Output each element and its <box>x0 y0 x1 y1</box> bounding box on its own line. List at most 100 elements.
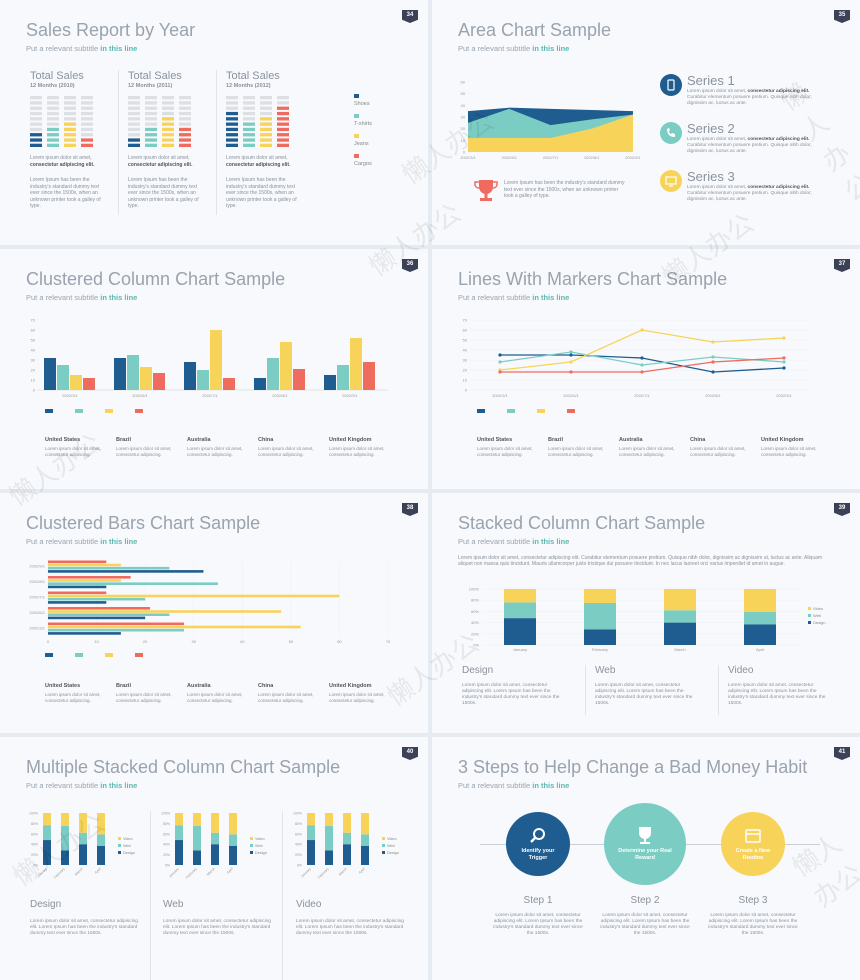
step-text: Lorem ipsum dolor sit amet, consectetur … <box>600 913 690 936</box>
y-tick-label: 60 <box>31 328 36 333</box>
empty-bar-segment <box>226 101 238 105</box>
column-jeans <box>280 342 292 390</box>
legend-label: Web <box>387 844 395 848</box>
stack-design <box>211 844 219 865</box>
subtitle-link[interactable]: in this line <box>100 537 138 546</box>
y-tick-label: 10 <box>463 378 468 383</box>
filled-bar-segment <box>47 133 59 137</box>
stack-design <box>307 840 315 865</box>
filled-bar-segment <box>226 122 238 126</box>
slide-title: Multiple Stacked Column Chart Sample <box>26 757 341 777</box>
filled-bar-segment <box>226 111 238 116</box>
lorem-bold: consectetur adipiscing elit. <box>30 161 95 168</box>
total-sales-heading: Total Sales <box>226 70 280 82</box>
empty-bar-segment <box>81 111 93 116</box>
empty-bar-segment <box>243 96 255 100</box>
stack-video <box>211 813 219 833</box>
step-label: Step 3 <box>738 895 768 906</box>
filled-bar-segment <box>81 143 93 147</box>
subtitle-prefix: Put a relevant subtitle <box>458 781 531 790</box>
line-marker <box>569 360 573 364</box>
empty-bar-segment <box>47 111 59 116</box>
y-tick-label: 80% <box>295 822 302 826</box>
legend-label: Shoes <box>354 101 370 107</box>
category-divider <box>718 665 719 715</box>
column-t-shirts <box>197 370 209 390</box>
stack-web <box>361 834 369 846</box>
stack-design <box>97 845 105 865</box>
line-marker <box>640 328 644 332</box>
series-label: Series 1 <box>687 73 735 88</box>
empty-bar-segment <box>30 111 42 116</box>
industry-text: Lorem Ipsum has been the industry's stan… <box>30 177 101 209</box>
empty-bar-segment <box>128 127 140 132</box>
empty-bar-segment <box>81 117 93 121</box>
legend-item <box>135 409 143 415</box>
legend-item <box>75 409 83 415</box>
stack-web <box>175 825 183 841</box>
empty-bar-segment <box>226 106 238 110</box>
slide-36: 36 Clustered Column Chart Sample Put a rel… <box>0 249 428 489</box>
subtitle-link[interactable]: in this line <box>100 293 138 302</box>
stack-design <box>361 845 369 865</box>
stack-web <box>211 832 219 845</box>
filled-bar-segment <box>277 143 289 147</box>
region-text: Lorem ipsum dolor sit amet, consectetur … <box>477 446 533 457</box>
x-tick-label: 2002/3/1 <box>492 393 508 398</box>
legend-label: Video <box>123 837 133 841</box>
search-icon <box>530 828 545 843</box>
slide-37: 37 Lines With Markers Chart Sample Put a r… <box>432 249 860 489</box>
handset-shape <box>667 128 675 137</box>
x-tick-label: February <box>592 647 608 652</box>
slide-number-badge: 36 <box>402 259 418 272</box>
legend-swatch <box>45 409 53 413</box>
x-tick-label: February <box>317 867 330 880</box>
y-tick-label: 2002/3/1 <box>29 626 45 631</box>
column-cargos <box>83 378 95 390</box>
filled-bar-segment <box>260 127 272 132</box>
line-marker <box>569 353 573 357</box>
subtitle-link[interactable]: in this line <box>100 44 138 53</box>
y-tick-label: 70 <box>31 318 36 323</box>
lorem-short: Lorem ipsum dolor sit amet, <box>687 89 747 94</box>
subtitle-link[interactable]: in this line <box>532 781 570 790</box>
filled-bar-segment <box>64 122 76 126</box>
y-tick-label: 0 <box>463 150 466 155</box>
legend-label: Jeans <box>354 141 369 147</box>
bar-jeans <box>48 610 282 613</box>
stack-video <box>175 813 183 826</box>
line-marker <box>782 360 786 364</box>
empty-bar-segment <box>64 101 76 105</box>
region-name: United Kingdom <box>329 437 372 443</box>
column-t-shirts <box>267 358 279 390</box>
slide-41: 41 3 Steps to Help Change a Bad Money Hab… <box>432 737 860 980</box>
y-tick-label: 40 <box>31 348 36 353</box>
category-text: Lorem ipsum dolor sit amet, consectetur … <box>462 683 560 706</box>
empty-bar-segment <box>47 96 59 100</box>
slide-subtitle: Put a relevant subtitle in this line <box>26 44 137 53</box>
empty-bar-segment <box>30 96 42 100</box>
empty-bar-segment <box>179 117 191 121</box>
subtitle-link[interactable]: in this line <box>532 44 570 53</box>
stack-video <box>307 813 315 826</box>
y-tick-label: 20% <box>471 631 479 636</box>
y-tick-label: 80% <box>31 822 38 826</box>
y-tick-label: 100% <box>469 587 480 592</box>
slide-40: 40 Multiple Stacked Column Chart Sample Pu… <box>0 737 428 980</box>
legend-label: T-shirts <box>354 121 373 127</box>
slide-34: 34 Sales Report by Year Put a relevant sub… <box>0 0 428 245</box>
empty-bar-segment <box>162 106 174 110</box>
y-tick-label: 20 <box>461 126 466 131</box>
trophy-stem <box>484 193 488 198</box>
subtitle-link[interactable]: in this line <box>100 781 138 790</box>
column-cargos <box>363 362 375 390</box>
bar-cargos <box>48 576 131 579</box>
filled-bar-segment <box>179 133 191 137</box>
subtitle-link[interactable]: in this line <box>532 537 570 546</box>
region-text: Lorem ipsum dolor sit amet, consectetur … <box>329 692 385 703</box>
bar-jeans <box>48 625 301 629</box>
subtitle-link[interactable]: in this line <box>532 293 570 302</box>
stack-design <box>79 844 87 865</box>
empty-bar-segment <box>179 111 191 116</box>
legend-swatch <box>135 653 143 657</box>
